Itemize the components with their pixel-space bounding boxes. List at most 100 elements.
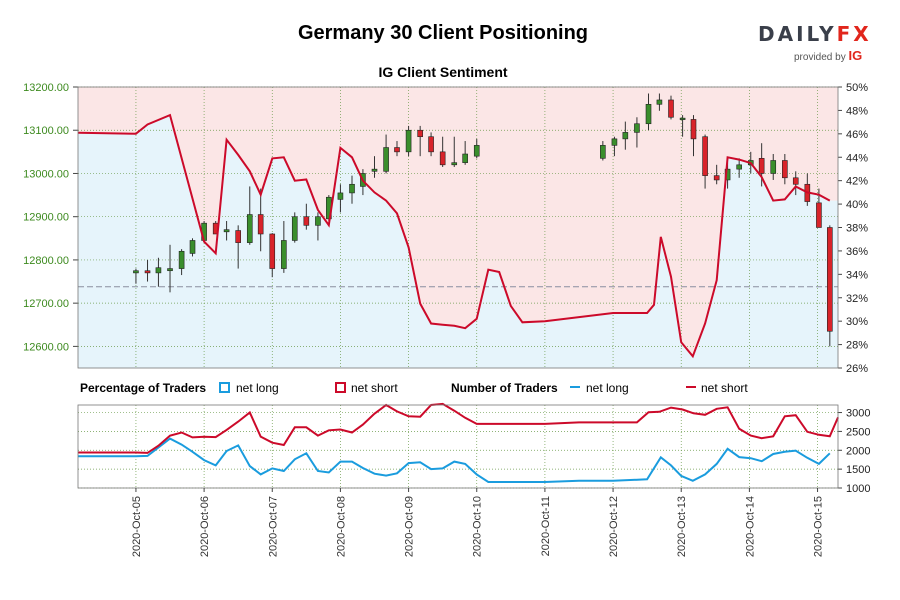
candle-bullish (645, 103, 652, 125)
candle-bullish (371, 168, 378, 172)
candle-bearish (303, 216, 310, 226)
date-axis: 2020-Oct-05 2020-Oct-06 2020-Oct-07 2020-Oc… (131, 488, 825, 557)
candle-bullish (178, 250, 185, 269)
candle-bullish (246, 214, 253, 243)
candle-bearish (428, 136, 434, 153)
count-tick-label: 2000 (846, 445, 870, 457)
price-tick-label: 12700.00 (23, 298, 69, 310)
page-title: Germany 30 Client Positioning (297, 22, 589, 44)
candle-bullish (736, 164, 742, 170)
pct-tick-label: 44% (846, 152, 868, 164)
logo-provided-label: provided by (794, 52, 846, 63)
logo-word-main: DAILY (758, 22, 837, 46)
candle-bullish (770, 160, 777, 174)
date-tick-label: 2020-Oct-10 (472, 496, 484, 557)
price-tick-label: 12800.00 (23, 255, 69, 267)
net-short-pct-line (77, 113, 831, 359)
pct-tick-label: 48% (846, 105, 868, 117)
candle-bearish (668, 99, 674, 118)
pct-tick-label: 40% (846, 199, 868, 211)
candle-bullish (462, 153, 468, 163)
candle-bearish (690, 119, 697, 140)
legend-pct-short-swatch (335, 382, 346, 393)
candle-bearish (816, 202, 822, 228)
logo-provider: IG (848, 48, 863, 63)
date-tick-label: 2020-Oct-15 (813, 496, 825, 557)
pct-tick-label: 32% (846, 293, 868, 305)
candle-bullish (155, 267, 162, 274)
candle-bearish (144, 270, 151, 274)
candle-bullish (656, 99, 663, 105)
legend-pct-long-label: net long (236, 381, 279, 395)
candle-bullish (223, 229, 230, 233)
legend-pct-long-swatch (219, 382, 230, 393)
price-tick-label: 13200.00 (23, 82, 69, 94)
net-short-count-line (78, 402, 839, 454)
net-short-zone (78, 87, 838, 357)
candle-bearish (257, 214, 264, 235)
candle-bearish (782, 160, 788, 179)
candle-bullish (451, 162, 458, 166)
pct-tick-label: 36% (846, 246, 868, 258)
count-tick-label: 2500 (846, 426, 870, 438)
logo-provided-by: provided by IG (794, 48, 862, 63)
legend-num-title: Number of Traders (451, 381, 558, 395)
candle-bearish (394, 147, 400, 153)
candle-bullish (291, 216, 298, 241)
candle-bullish (383, 147, 389, 172)
candle-bullish (281, 240, 287, 269)
pct-tick-label: 42% (846, 176, 868, 188)
candle-bullish (189, 240, 196, 254)
legend-pct-short-label: net short (351, 381, 398, 395)
candle-bearish (417, 129, 423, 138)
date-tick-label: 2020-Oct-09 (404, 496, 416, 557)
candle-bearish (713, 175, 720, 181)
price-tick-label: 12900.00 (23, 212, 69, 224)
pct-tick-label: 38% (846, 223, 868, 235)
candle-bearish (439, 151, 446, 166)
pct-tick-label: 50% (846, 82, 868, 94)
pct-tick-label: 34% (846, 269, 868, 281)
legend-num-long-label: net long (586, 381, 629, 395)
legend-pct-title: Percentage of Traders (80, 381, 206, 395)
candle-bullish (315, 216, 321, 226)
candle-bearish (827, 227, 833, 332)
candle-bearish (235, 230, 241, 243)
candle-bullish (679, 117, 686, 120)
price-tick-label: 13000.00 (23, 168, 69, 180)
candle-bullish (337, 192, 344, 200)
candle-bullish (405, 129, 412, 153)
date-tick-label: 2020-Oct-06 (199, 496, 211, 557)
logo-word-accent: FX (836, 22, 872, 46)
candle-bullish (133, 270, 139, 274)
pct-tick-label: 28% (846, 340, 868, 352)
chart-subtitle: IG Client Sentiment (378, 64, 508, 80)
date-tick-label: 2020-Oct-14 (744, 496, 756, 557)
date-tick-label: 2020-Oct-12 (608, 496, 620, 557)
net-long-count-line (78, 437, 831, 483)
legend-num-short-label: net short (701, 381, 748, 395)
candle-bearish (269, 233, 276, 269)
candle-bullish (634, 123, 640, 133)
date-tick-label: 2020-Oct-13 (676, 496, 688, 557)
candle-bullish (349, 183, 355, 194)
candle-bullish (600, 145, 606, 159)
candle-bullish (622, 132, 629, 140)
count-tick-label: 1500 (846, 464, 870, 476)
logo-wordmark: DAILYFX (758, 22, 869, 46)
main-panel-frame (77, 86, 839, 369)
pct-tick-label: 26% (846, 363, 868, 375)
dailyfx-logo[interactable]: DAILYFX provided by IG (758, 22, 869, 63)
candle-bearish (758, 158, 765, 174)
price-sentiment-panel: 12600.00 12700.00 12800.00 12900.00 13000.00… (23, 82, 868, 375)
candle-bullish (473, 145, 480, 157)
price-tick-label: 12600.00 (23, 341, 69, 353)
date-tick-label: 2020-Oct-11 (540, 496, 552, 556)
pct-tick-label: 46% (846, 129, 868, 141)
pct-tick-label: 30% (846, 316, 868, 328)
candle-bullish (167, 268, 173, 272)
sub-panel-frame (77, 404, 839, 489)
candle-bearish (792, 177, 799, 185)
count-tick-label: 3000 (846, 408, 870, 420)
